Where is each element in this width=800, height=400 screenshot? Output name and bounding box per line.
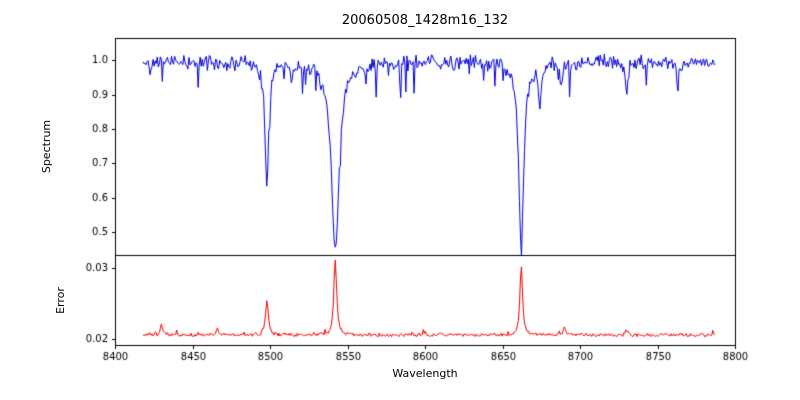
chart-title: 20060508_1428m16_132 <box>341 13 509 28</box>
error-y-axis-label-box: Error <box>40 255 80 345</box>
x-axis-label: Wavelength <box>392 367 458 380</box>
spectrum-y-axis-label: Spectrum <box>40 119 54 173</box>
error-y-axis-label: Error <box>53 286 67 314</box>
spectrum-y-axis-label-box: Spectrum <box>27 86 67 206</box>
